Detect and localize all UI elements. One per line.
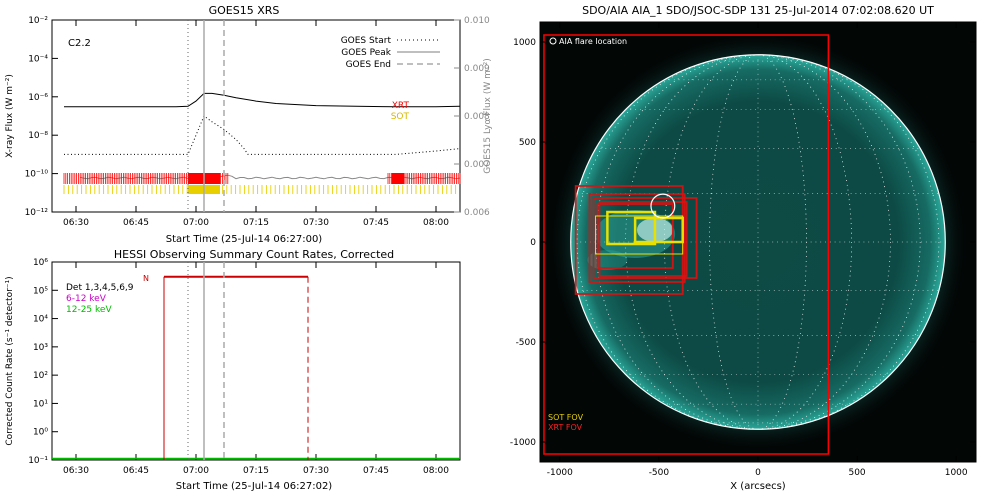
x-tick-label: -500	[649, 468, 670, 478]
aia-fov-boxes	[543, 34, 830, 455]
x-tick-label: 07:15	[243, 218, 269, 228]
y-tick-label: 500	[519, 138, 536, 148]
x-tick-label: 07:30	[303, 466, 329, 476]
legend-goes-start: GOES Start	[341, 36, 392, 46]
hessi-y-ticks: 10⁻¹ 10⁰ 10¹ 10² 10³ 10⁴ 10⁵ 10⁶	[28, 258, 58, 466]
sot-fov-box	[606, 210, 657, 246]
hessi-flag-n: N	[143, 274, 149, 283]
aia-legend-xrt: XRT FOV	[548, 423, 583, 432]
y-tick-label: 10⁴	[33, 315, 48, 325]
y-right-tick-label: 0.006	[464, 208, 490, 218]
y-tick-label: 10¹	[33, 399, 48, 409]
y-tick-label: -500	[516, 338, 537, 348]
x-tick-label: 06:30	[63, 218, 89, 228]
y-tick-label: 0	[530, 238, 536, 248]
goes-marks	[63, 20, 461, 212]
goes-y-right-ticks: 0.006 0.007 0.008 0.009 0.010	[454, 16, 490, 218]
aia-y-ticks: 1000 500 0 -500 -1000	[510, 38, 976, 448]
grid-longitude	[625, 54, 891, 430]
x-tick-label: 07:45	[363, 218, 389, 228]
x-tick-label: 0	[755, 468, 761, 478]
x-tick-label: 07:30	[303, 218, 329, 228]
x-tick-label: 06:30	[63, 466, 89, 476]
y-tick-label: -1000	[510, 438, 536, 448]
goes-title: GOES15 XRS	[209, 4, 280, 17]
hessi-marks	[52, 262, 460, 460]
x-tick-label: 07:15	[243, 466, 269, 476]
x-tick-label: 1000	[945, 468, 968, 478]
y-tick-label: 10⁻⁶	[28, 93, 48, 103]
xrt-fov-box	[543, 34, 830, 455]
grid-longitude	[595, 54, 921, 430]
flare-location-circle	[650, 193, 676, 219]
y-tick-label: 10⁶	[33, 258, 48, 268]
solar-limb	[570, 54, 946, 430]
y-tick-label: 10⁰	[33, 428, 48, 438]
hessi-legend-det: Det 1,3,4,5,6,9	[66, 283, 134, 293]
x-tick-label: 07:45	[363, 466, 389, 476]
y-right-tick-label: 0.008	[464, 112, 490, 122]
hessi-y-label: Corrected Count Rate (s⁻¹ detector⁻¹)	[5, 276, 15, 445]
y-tick-label: 10⁻²	[28, 16, 48, 26]
xrt-fov-box	[592, 197, 698, 279]
label-sot: SOT	[391, 112, 410, 122]
y-tick-label: 10⁻⁴	[28, 54, 48, 64]
x-tick-label: -1000	[547, 468, 573, 478]
goes-y-right-label: GOES15 Lyα Flux (W m⁻²)	[483, 58, 493, 174]
label-xrt: XRT	[392, 101, 410, 111]
aia-x-label: X (arcsecs)	[730, 481, 786, 492]
y-tick-label: 10³	[33, 343, 48, 353]
xrt-obs-block	[392, 173, 404, 184]
y-tick-label: 10⁻¹	[28, 456, 48, 466]
aia-legend-flare: AIA flare location	[559, 37, 627, 46]
aia-x-ticks: -1000 -500 0 500 1000	[547, 22, 968, 478]
y-right-tick-label: 0.010	[464, 16, 490, 26]
goes-legend: GOES Start GOES Peak GOES End	[341, 36, 440, 70]
goes-y-ticks: 10⁻¹² 10⁻¹⁰ 10⁻⁸ 10⁻⁶ 10⁻⁴ 10⁻²	[25, 16, 58, 218]
aia-panel: SDO/AIA AIA_1 SDO/JSOC-SDP 131 25-Jul-20…	[510, 4, 977, 492]
xrt-fov-box	[596, 203, 674, 269]
x-tick-label: 07:00	[183, 218, 209, 228]
hessi-legend-6-12: 6-12 keV	[66, 294, 107, 304]
hessi-x-label: Start Time (25-Jul-14 06:27:02)	[176, 481, 333, 492]
x-tick-label: 500	[848, 468, 865, 478]
xrt-fov-box	[588, 193, 686, 283]
heliographic-grid	[570, 54, 946, 430]
y-tick-label: 1000	[513, 38, 536, 48]
x-tick-label: 07:00	[183, 466, 209, 476]
y-tick-label: 10⁵	[33, 286, 48, 296]
goes-x-label: Start Time (25-Jul-14 06:27:00)	[166, 234, 323, 245]
y-tick-label: 10⁻¹²	[25, 208, 49, 218]
x-tick-label: 08:00	[423, 218, 449, 228]
goes-panel: GOES15 XRS 06:30 06:45 07:00 07:15 07:30 07:4…	[5, 4, 493, 245]
grid-longitude	[709, 54, 807, 430]
goes-x-ticks: 06:30 06:45 07:00 07:15 07:30 07:45 08:00	[63, 20, 449, 228]
x-tick-label: 06:45	[123, 466, 149, 476]
goes-y-label: X-ray Flux (W m⁻²)	[5, 74, 15, 158]
aia-legend-sot: SOT FOV	[548, 413, 584, 422]
hessi-title: HESSI Observing Summary Count Rates, Cor…	[114, 248, 394, 261]
x-tick-label: 06:45	[123, 218, 149, 228]
xrt-fov-box	[598, 201, 688, 277]
sot-fov-box	[633, 216, 684, 244]
y-right-tick-label: 0.007	[464, 160, 490, 170]
y-tick-label: 10²	[33, 371, 48, 381]
legend-goes-peak: GOES Peak	[341, 48, 391, 58]
hessi-panel: HESSI Observing Summary Count Rates, Cor…	[5, 248, 461, 492]
grid-longitude	[664, 54, 852, 430]
aia-title: SDO/AIA AIA_1 SDO/JSOC-SDP 131 25-Jul-20…	[582, 4, 934, 17]
x-tick-label: 08:00	[423, 466, 449, 476]
y-tick-label: 10⁻¹⁰	[25, 170, 49, 180]
grid-longitude	[576, 54, 940, 430]
y-tick-label: 10⁻⁸	[28, 131, 48, 141]
legend-goes-end: GOES End	[346, 60, 391, 70]
hessi-legend-12-25: 12-25 keV	[66, 305, 112, 315]
y-right-tick-label: 0.009	[464, 64, 490, 74]
flare-legend-icon	[549, 37, 557, 45]
goes-class-label: C2.2	[68, 38, 91, 49]
